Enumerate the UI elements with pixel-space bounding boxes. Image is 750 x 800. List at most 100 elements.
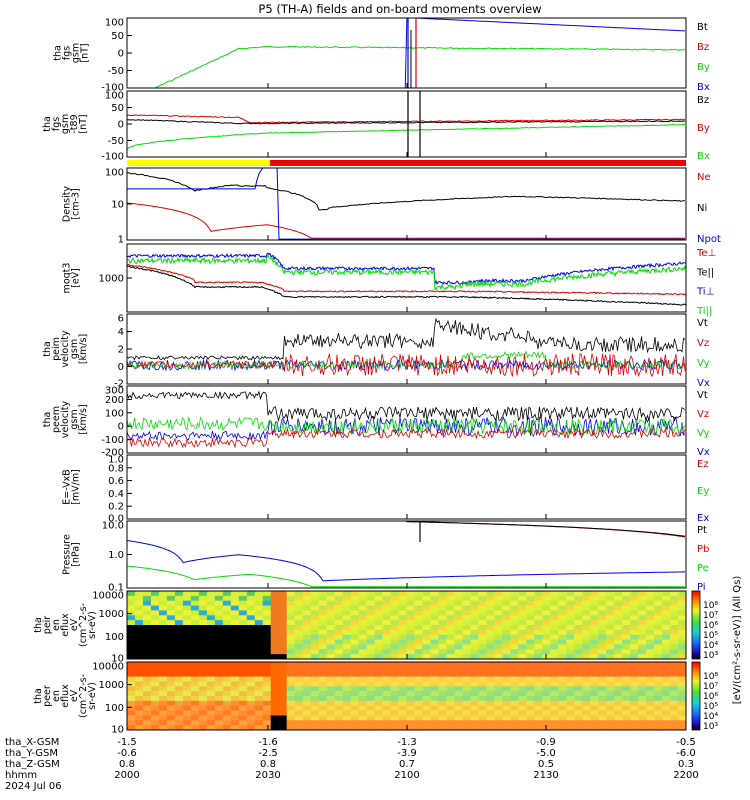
- peir-spectrogram: [127, 591, 686, 659]
- ytick-label: 100: [105, 703, 124, 714]
- ytick-label: -2: [114, 379, 124, 390]
- date-label: 2024 Jul 06: [5, 781, 62, 792]
- colorbar-tick: 10³: [703, 651, 718, 661]
- legend-entry: Pi: [697, 582, 706, 593]
- pressure-pe-line: [127, 565, 685, 588]
- colorbar-tick: 10⁶: [703, 621, 718, 631]
- legend-entry: Vx: [697, 447, 710, 458]
- xaxis-tick-label: 0.7: [399, 759, 415, 770]
- xaxis-row-label: tha_Y-GSM: [5, 748, 58, 759]
- legend-entry: Bz: [697, 42, 709, 53]
- ytick-label: 0.8: [108, 463, 124, 474]
- panel-ylabel-line: gsm: [60, 114, 71, 134]
- panel-ylabel-line: velocity: [60, 330, 71, 368]
- xaxis-tick-label: 2030: [255, 770, 280, 781]
- xaxis-tick-label: 0.8: [119, 759, 135, 770]
- legend-entry: Bx: [697, 151, 710, 162]
- temp-ti-perp-line: [127, 252, 686, 286]
- peim-vt-line: [127, 317, 686, 361]
- panel-ylabel-line: eflux: [60, 613, 71, 637]
- xaxis-tick-label: 2130: [533, 770, 558, 781]
- legend-entry: Bz: [697, 95, 709, 106]
- density-ni-line: [127, 172, 685, 211]
- pressure-pt-line: [406, 521, 686, 537]
- pressure-pb-line: [406, 521, 686, 538]
- temp-ti-par-line: [127, 254, 686, 291]
- legend-entry: By: [697, 62, 710, 73]
- xaxis-tick-label: -0.5: [676, 737, 696, 748]
- panel-ylabel-line: [nT]: [80, 43, 91, 62]
- ytick-label: 1.0: [108, 550, 124, 561]
- ytick-label: -200: [101, 448, 124, 459]
- panel-ylabel-line: Pressure: [62, 534, 73, 575]
- xaxis-tick-label: 2200: [673, 770, 698, 781]
- panel-ylabel-line: tha: [42, 412, 53, 428]
- legend-entry: Ex: [697, 513, 709, 524]
- temp-te-par-line: [127, 265, 686, 306]
- panel-frame-efield: [126, 454, 687, 520]
- panel-ylabel-line: eV: [69, 618, 80, 631]
- ytick-label: 6: [118, 314, 124, 325]
- xaxis-tick-label: -0.9: [536, 737, 556, 748]
- panel-ylabel-line: [cm-3]: [71, 188, 82, 219]
- ytick-label: 10000: [92, 662, 124, 673]
- panel-ylabel-line: tha: [33, 617, 44, 633]
- xaxis-tick-label: -5.0: [536, 748, 556, 759]
- xaxis-tick-label: 0.8: [260, 759, 276, 770]
- legend-entry: Ti||: [696, 306, 712, 317]
- ytick-label: 10: [111, 654, 124, 665]
- legend-entry: Vz: [697, 338, 709, 349]
- ytick-label: 0.4: [108, 489, 124, 500]
- colorbar-tick: 10⁵: [703, 702, 718, 712]
- mode-bar-slow: [127, 160, 270, 166]
- panel-ylabel-line: Density: [62, 186, 73, 222]
- density-npot-line: [127, 168, 685, 240]
- ytick-label: 300: [105, 386, 124, 397]
- panel-ylabel-line: en: [51, 690, 62, 702]
- ytick-label: 10000: [92, 591, 124, 602]
- panel-ylabel-line: gsm: [71, 43, 82, 63]
- legend-entry: Te⊥: [696, 248, 716, 259]
- xaxis-row-label: hhmm: [5, 770, 37, 781]
- colorbar-tick: 10⁶: [703, 692, 718, 702]
- colorbar-tick: 10⁴: [703, 712, 718, 722]
- ytick-label: 200: [105, 395, 124, 406]
- panel-ylabel-line: fgs: [62, 46, 73, 60]
- panel-ylabel-line: en: [51, 619, 62, 631]
- t89-bx-line: [127, 123, 686, 150]
- legend-entry: Pb: [697, 544, 709, 555]
- ytick-label: 1000: [99, 680, 124, 691]
- pressure-pi-line: [127, 540, 685, 582]
- panel-ylabel-line: E=-VxB: [62, 469, 73, 504]
- legend-entry: Ey: [697, 486, 709, 497]
- panel-ylabel-line: peir: [42, 616, 53, 635]
- mode-bar: [127, 160, 686, 166]
- legend-entry: Vt: [697, 390, 708, 401]
- legend-entry: By: [697, 123, 710, 134]
- xaxis-tick-label: -0.6: [117, 748, 137, 759]
- panel-ylabel-line: [eV]: [71, 268, 82, 288]
- peem-vy-line: [127, 416, 686, 436]
- xaxis-tick-label: -1.5: [117, 737, 137, 748]
- xaxis-tick-label: 2100: [394, 770, 419, 781]
- ytick-label: 10.0: [102, 521, 124, 532]
- legend-entry: Vy: [697, 358, 710, 369]
- ytick-label: -100: [101, 435, 124, 446]
- ytick-label: 0: [118, 362, 124, 373]
- ytick-label: 0.6: [108, 476, 124, 487]
- panel-ylabel-line: gsm: [69, 409, 80, 429]
- colorbar-tick: 10⁷: [703, 682, 718, 692]
- ytick-label: 0.0: [108, 514, 124, 525]
- xaxis-row-label: tha_X-GSM: [5, 737, 59, 748]
- panel-ylabel-line: tha: [53, 45, 64, 61]
- ytick-label: 1: [118, 235, 124, 246]
- panel-ylabel-line: peem: [51, 406, 62, 433]
- panel-ylabel-line: velocity: [60, 401, 71, 439]
- density-ne-line: [127, 202, 685, 239]
- xaxis-tick-label: 0.3: [678, 759, 694, 770]
- xaxis-tick-label: -3.9: [397, 748, 417, 759]
- legend-entry: Vx: [697, 378, 710, 389]
- legend-entry: Ni: [697, 203, 707, 214]
